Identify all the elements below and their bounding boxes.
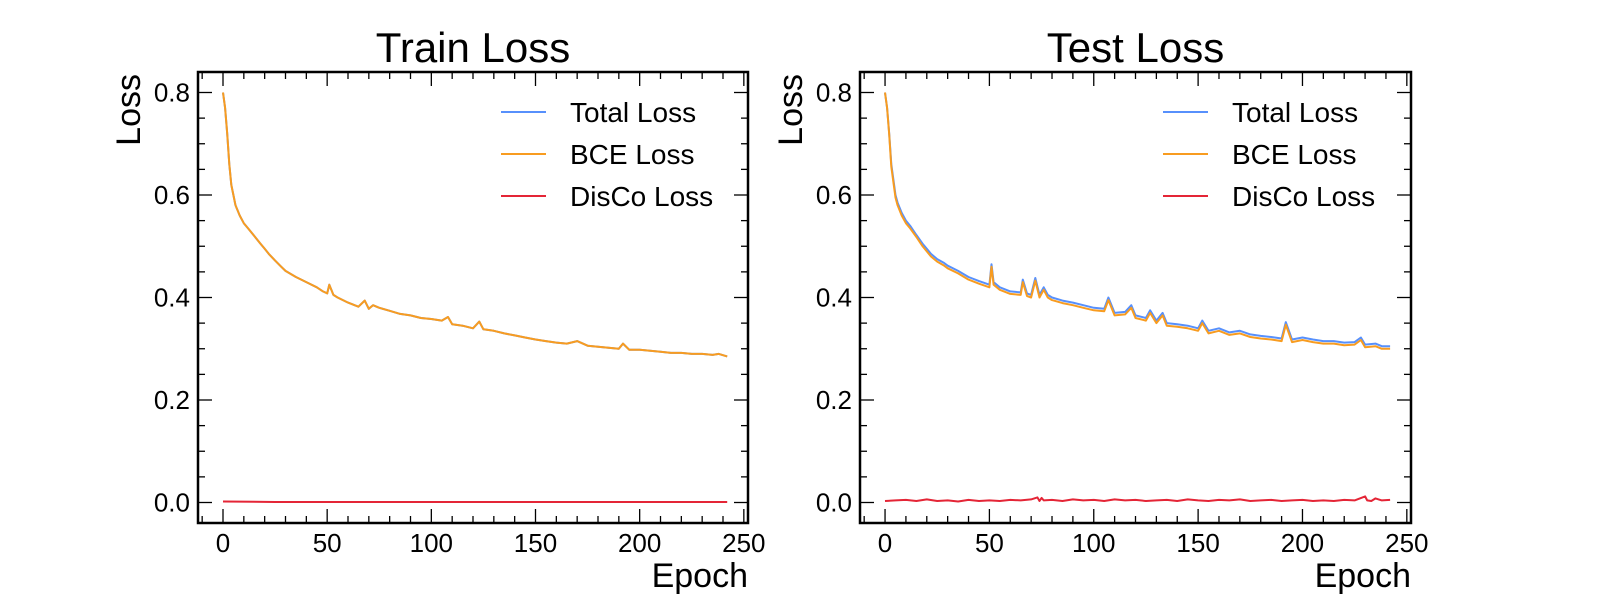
train-loss-panel: Train Loss Epoch Loss 0 50 100 150 200 250 0.0 0.2… <box>110 24 766 595</box>
series-line-disco-loss <box>884 495 1391 503</box>
plot-frame <box>196 70 750 525</box>
series-line-total-loss <box>884 92 1391 348</box>
x-tick-label: 150 <box>1176 528 1219 558</box>
chart-title: Test Loss <box>1047 24 1224 71</box>
y-tick-label: 0.0 <box>154 488 190 518</box>
x-tick-label: 250 <box>722 528 765 558</box>
y-tick-label: 0.6 <box>816 180 852 210</box>
legend-label: BCE Loss <box>1232 139 1357 170</box>
x-tick-label: 50 <box>313 528 342 558</box>
chart-title: Train Loss <box>376 24 571 71</box>
y-tick-label: 0.8 <box>816 78 852 108</box>
x-tick-label: 200 <box>618 528 661 558</box>
y-tick-label: 0.4 <box>816 283 852 313</box>
y-axis-label: Loss <box>110 74 148 146</box>
x-tick-label: 0 <box>216 528 230 558</box>
test-loss-panel: Test Loss Epoch Loss 0 50 100 150 200 250 0.0 0.2 0… <box>772 24 1429 595</box>
y-tick-label: 0.6 <box>154 180 190 210</box>
plot-frame <box>858 70 1413 525</box>
x-tick-label: 50 <box>975 528 1004 558</box>
x-tick-label: 250 <box>1385 528 1428 558</box>
series-line-bce-loss <box>222 92 728 358</box>
y-tick-label: 0.4 <box>154 283 190 313</box>
x-tick-label: 100 <box>1072 528 1115 558</box>
x-tick-label: 0 <box>878 528 892 558</box>
legend-label: BCE Loss <box>570 139 695 170</box>
legend-label: DisCo Loss <box>570 181 713 212</box>
x-tick-label: 100 <box>410 528 453 558</box>
series-line-bce-loss <box>884 92 1391 350</box>
legend-label: Total Loss <box>570 97 696 128</box>
series-line-total-loss <box>222 92 728 358</box>
x-axis-label: Epoch <box>1315 557 1411 595</box>
y-tick-label: 0.0 <box>816 488 852 518</box>
y-axis-label: Loss <box>772 74 810 146</box>
y-tick-label: 0.2 <box>816 385 852 415</box>
x-tick-label: 200 <box>1281 528 1324 558</box>
x-axis-label: Epoch <box>652 557 748 595</box>
legend-label: Total Loss <box>1232 97 1358 128</box>
legend-label: DisCo Loss <box>1232 181 1375 212</box>
series-line-disco-loss <box>222 500 728 503</box>
y-tick-label: 0.8 <box>154 78 190 108</box>
x-tick-label: 150 <box>514 528 557 558</box>
y-tick-label: 0.2 <box>154 385 190 415</box>
